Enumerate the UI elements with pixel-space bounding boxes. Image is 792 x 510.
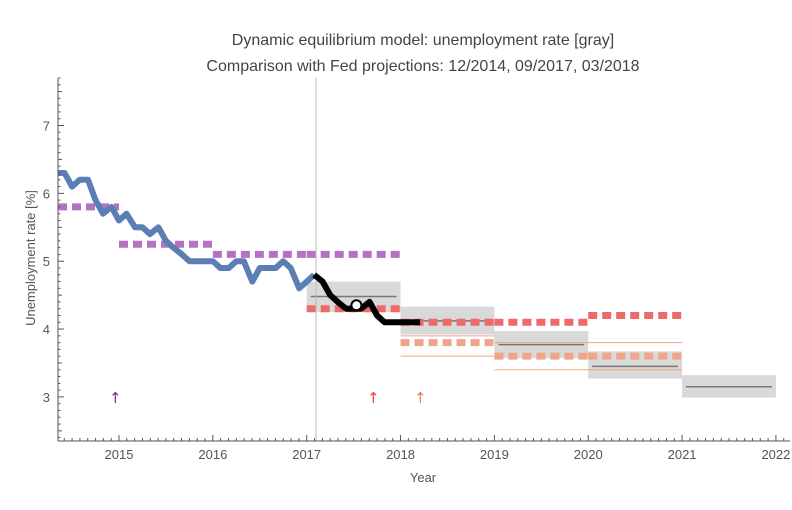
data-series <box>58 170 421 326</box>
model-bands <box>306 281 776 398</box>
x-tick-label-2022: 2022 <box>761 447 790 462</box>
x-tick-label-2021: 2021 <box>668 447 697 462</box>
y-tick-label-7: 7 <box>43 118 50 133</box>
y-axis-label: Unemployment rate [%] <box>23 190 38 326</box>
post-forecast-line <box>312 272 421 326</box>
axes: 2015 2016 2017 2018 2019 2020 2021 2022 3 4 5 6 7 <box>43 77 790 462</box>
x-tick-label-2015: 2015 <box>105 447 134 462</box>
release-arrows: ↑ ↑ ↑ <box>109 389 427 407</box>
y-tick-label-5: 5 <box>43 254 50 269</box>
x-tick-label-2020: 2020 <box>574 447 603 462</box>
x-tick-label-2018: 2018 <box>386 447 415 462</box>
release-arrow-2: ↑ <box>414 389 427 407</box>
chart-title: Dynamic equilibrium model: unemployment … <box>232 32 614 49</box>
x-tick-label-2016: 2016 <box>198 447 227 462</box>
y-tick-label-3: 3 <box>43 390 50 405</box>
x-axis-label: Year <box>410 470 437 485</box>
x-tick-label-2017: 2017 <box>292 447 321 462</box>
y-tick-label-4: 4 <box>43 322 50 337</box>
unemployment-line <box>58 170 317 292</box>
release-arrow-0: ↑ <box>109 389 122 407</box>
x-tick-label-2019: 2019 <box>480 447 509 462</box>
y-tick-label-6: 6 <box>43 186 50 201</box>
projection-ranges <box>400 335 683 371</box>
release-arrow-1: ↑ <box>367 389 380 407</box>
chart-subtitle: Comparison with Fed projections: 12/2014… <box>206 58 639 75</box>
open-circle-marker <box>350 299 363 312</box>
